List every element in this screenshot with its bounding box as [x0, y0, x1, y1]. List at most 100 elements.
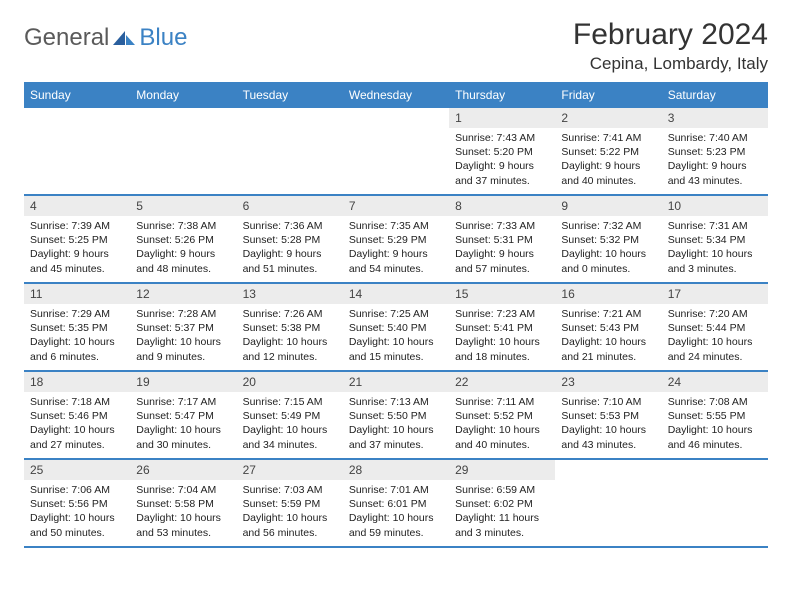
day-details: Sunrise: 7:18 AMSunset: 5:46 PMDaylight:… [24, 392, 130, 458]
day-number: 21 [343, 372, 449, 392]
week-row: 1Sunrise: 7:43 AMSunset: 5:20 PMDaylight… [24, 107, 768, 195]
day-number: 22 [449, 372, 555, 392]
week-row: 18Sunrise: 7:18 AMSunset: 5:46 PMDayligh… [24, 371, 768, 459]
weekday-header: Thursday [449, 83, 555, 107]
weekday-header: Friday [555, 83, 661, 107]
day-number: 18 [24, 372, 130, 392]
day-cell [24, 107, 130, 195]
day-details: Sunrise: 7:36 AMSunset: 5:28 PMDaylight:… [237, 216, 343, 282]
day-cell: 20Sunrise: 7:15 AMSunset: 5:49 PMDayligh… [237, 371, 343, 459]
day-details: Sunrise: 7:26 AMSunset: 5:38 PMDaylight:… [237, 304, 343, 370]
calendar-body: 1Sunrise: 7:43 AMSunset: 5:20 PMDaylight… [24, 107, 768, 547]
day-cell: 18Sunrise: 7:18 AMSunset: 5:46 PMDayligh… [24, 371, 130, 459]
day-cell: 23Sunrise: 7:10 AMSunset: 5:53 PMDayligh… [555, 371, 661, 459]
day-number: 4 [24, 196, 130, 216]
day-cell [237, 107, 343, 195]
day-number: 11 [24, 284, 130, 304]
day-details: Sunrise: 7:38 AMSunset: 5:26 PMDaylight:… [130, 216, 236, 282]
day-cell [343, 107, 449, 195]
day-cell: 16Sunrise: 7:21 AMSunset: 5:43 PMDayligh… [555, 283, 661, 371]
day-cell: 27Sunrise: 7:03 AMSunset: 5:59 PMDayligh… [237, 459, 343, 547]
day-details: Sunrise: 7:03 AMSunset: 5:59 PMDaylight:… [237, 480, 343, 546]
day-number: 1 [449, 108, 555, 128]
day-cell: 22Sunrise: 7:11 AMSunset: 5:52 PMDayligh… [449, 371, 555, 459]
day-cell: 8Sunrise: 7:33 AMSunset: 5:31 PMDaylight… [449, 195, 555, 283]
day-number: 14 [343, 284, 449, 304]
day-number: 28 [343, 460, 449, 480]
day-details: Sunrise: 7:11 AMSunset: 5:52 PMDaylight:… [449, 392, 555, 458]
day-number: 16 [555, 284, 661, 304]
day-number: 25 [24, 460, 130, 480]
day-details: Sunrise: 6:59 AMSunset: 6:02 PMDaylight:… [449, 480, 555, 546]
day-details: Sunrise: 7:43 AMSunset: 5:20 PMDaylight:… [449, 128, 555, 194]
day-cell: 21Sunrise: 7:13 AMSunset: 5:50 PMDayligh… [343, 371, 449, 459]
day-cell: 19Sunrise: 7:17 AMSunset: 5:47 PMDayligh… [130, 371, 236, 459]
day-cell: 25Sunrise: 7:06 AMSunset: 5:56 PMDayligh… [24, 459, 130, 547]
day-cell: 15Sunrise: 7:23 AMSunset: 5:41 PMDayligh… [449, 283, 555, 371]
day-cell: 10Sunrise: 7:31 AMSunset: 5:34 PMDayligh… [662, 195, 768, 283]
day-number: 24 [662, 372, 768, 392]
day-cell: 14Sunrise: 7:25 AMSunset: 5:40 PMDayligh… [343, 283, 449, 371]
day-number: 2 [555, 108, 661, 128]
day-number: 9 [555, 196, 661, 216]
day-number: 6 [237, 196, 343, 216]
day-number: 8 [449, 196, 555, 216]
day-details: Sunrise: 7:08 AMSunset: 5:55 PMDaylight:… [662, 392, 768, 458]
day-number: 12 [130, 284, 236, 304]
header: General Blue February 2024 Cepina, Lomba… [24, 18, 768, 74]
day-details: Sunrise: 7:41 AMSunset: 5:22 PMDaylight:… [555, 128, 661, 194]
sail-icon [111, 29, 137, 47]
day-details: Sunrise: 7:04 AMSunset: 5:58 PMDaylight:… [130, 480, 236, 546]
day-number: 23 [555, 372, 661, 392]
weekday-header: Tuesday [237, 83, 343, 107]
day-number: 13 [237, 284, 343, 304]
day-cell: 12Sunrise: 7:28 AMSunset: 5:37 PMDayligh… [130, 283, 236, 371]
day-details: Sunrise: 7:17 AMSunset: 5:47 PMDaylight:… [130, 392, 236, 458]
day-cell [555, 459, 661, 547]
calendar-table: SundayMondayTuesdayWednesdayThursdayFrid… [24, 82, 768, 548]
day-cell: 28Sunrise: 7:01 AMSunset: 6:01 PMDayligh… [343, 459, 449, 547]
day-cell [662, 459, 768, 547]
day-number: 26 [130, 460, 236, 480]
logo-text-general: General [24, 24, 109, 52]
day-cell: 7Sunrise: 7:35 AMSunset: 5:29 PMDaylight… [343, 195, 449, 283]
day-details: Sunrise: 7:35 AMSunset: 5:29 PMDaylight:… [343, 216, 449, 282]
logo: General Blue [24, 24, 187, 52]
day-cell: 11Sunrise: 7:29 AMSunset: 5:35 PMDayligh… [24, 283, 130, 371]
day-cell: 6Sunrise: 7:36 AMSunset: 5:28 PMDaylight… [237, 195, 343, 283]
day-cell: 4Sunrise: 7:39 AMSunset: 5:25 PMDaylight… [24, 195, 130, 283]
day-details: Sunrise: 7:33 AMSunset: 5:31 PMDaylight:… [449, 216, 555, 282]
logo-text-blue: Blue [139, 24, 187, 52]
day-number: 27 [237, 460, 343, 480]
day-details: Sunrise: 7:13 AMSunset: 5:50 PMDaylight:… [343, 392, 449, 458]
day-number: 20 [237, 372, 343, 392]
day-details: Sunrise: 7:10 AMSunset: 5:53 PMDaylight:… [555, 392, 661, 458]
day-details: Sunrise: 7:06 AMSunset: 5:56 PMDaylight:… [24, 480, 130, 546]
day-details: Sunrise: 7:01 AMSunset: 6:01 PMDaylight:… [343, 480, 449, 546]
day-details: Sunrise: 7:40 AMSunset: 5:23 PMDaylight:… [662, 128, 768, 194]
day-cell: 2Sunrise: 7:41 AMSunset: 5:22 PMDaylight… [555, 107, 661, 195]
weekday-header: Monday [130, 83, 236, 107]
day-details: Sunrise: 7:29 AMSunset: 5:35 PMDaylight:… [24, 304, 130, 370]
day-details: Sunrise: 7:21 AMSunset: 5:43 PMDaylight:… [555, 304, 661, 370]
day-number: 10 [662, 196, 768, 216]
day-cell: 1Sunrise: 7:43 AMSunset: 5:20 PMDaylight… [449, 107, 555, 195]
day-number: 15 [449, 284, 555, 304]
day-cell: 17Sunrise: 7:20 AMSunset: 5:44 PMDayligh… [662, 283, 768, 371]
week-row: 4Sunrise: 7:39 AMSunset: 5:25 PMDaylight… [24, 195, 768, 283]
day-cell: 13Sunrise: 7:26 AMSunset: 5:38 PMDayligh… [237, 283, 343, 371]
day-number: 5 [130, 196, 236, 216]
day-number: 3 [662, 108, 768, 128]
month-title: February 2024 [573, 18, 768, 52]
day-cell: 9Sunrise: 7:32 AMSunset: 5:32 PMDaylight… [555, 195, 661, 283]
day-number: 19 [130, 372, 236, 392]
day-cell: 29Sunrise: 6:59 AMSunset: 6:02 PMDayligh… [449, 459, 555, 547]
day-details: Sunrise: 7:31 AMSunset: 5:34 PMDaylight:… [662, 216, 768, 282]
weekday-header-row: SundayMondayTuesdayWednesdayThursdayFrid… [24, 83, 768, 107]
day-details: Sunrise: 7:25 AMSunset: 5:40 PMDaylight:… [343, 304, 449, 370]
day-details: Sunrise: 7:28 AMSunset: 5:37 PMDaylight:… [130, 304, 236, 370]
day-number: 29 [449, 460, 555, 480]
weekday-header: Sunday [24, 83, 130, 107]
day-number: 17 [662, 284, 768, 304]
day-number: 7 [343, 196, 449, 216]
